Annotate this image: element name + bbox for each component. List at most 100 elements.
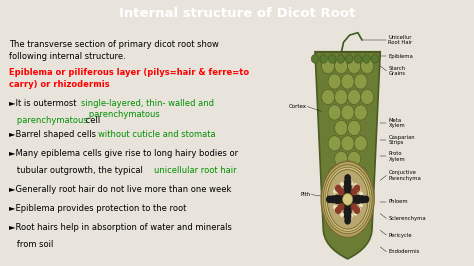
Circle shape [352,203,355,206]
Circle shape [328,198,341,213]
Circle shape [357,188,360,191]
Circle shape [328,55,336,63]
Circle shape [340,213,343,216]
Text: Cortex: Cortex [289,104,307,109]
Circle shape [347,59,361,74]
Circle shape [340,194,349,204]
Circle shape [339,196,342,200]
Circle shape [337,55,345,63]
Circle shape [354,136,367,151]
Circle shape [357,208,360,211]
Circle shape [341,74,354,89]
PathPatch shape [315,52,380,259]
Text: Internal structure of Dicot Root: Internal structure of Dicot Root [119,7,355,20]
Text: following internal structure.: following internal structure. [9,52,126,61]
Text: without cuticle and stomata: without cuticle and stomata [98,130,216,139]
Ellipse shape [323,165,372,234]
Circle shape [350,214,353,217]
Text: single-layered, thin- walled and
   parenchymatous: single-layered, thin- walled and parench… [82,99,214,119]
Circle shape [344,208,351,216]
Circle shape [344,198,352,208]
Circle shape [353,198,356,201]
Circle shape [337,210,339,213]
Circle shape [346,206,348,209]
Circle shape [343,190,346,193]
Circle shape [328,167,341,182]
Circle shape [354,105,367,120]
Text: ►It is outermost: ►It is outermost [9,99,79,108]
Circle shape [335,213,347,228]
Circle shape [341,192,344,195]
Ellipse shape [321,161,374,238]
Circle shape [346,194,355,204]
Circle shape [341,136,354,151]
Circle shape [345,214,348,218]
Circle shape [351,204,357,210]
Text: ►Epiblema provides protection to the root: ►Epiblema provides protection to the roo… [9,204,186,213]
Circle shape [347,151,361,167]
Text: ►Generally root hair do not live more than one week: ►Generally root hair do not live more th… [9,185,231,194]
Circle shape [346,189,348,193]
Circle shape [348,190,351,193]
Circle shape [332,200,335,204]
Text: Epiblema: Epiblema [388,54,413,59]
Text: Pericycle: Pericycle [388,232,412,238]
Circle shape [354,55,362,63]
Circle shape [328,74,341,89]
Circle shape [351,189,357,195]
Circle shape [352,193,355,196]
Circle shape [341,204,344,207]
Circle shape [339,199,342,202]
Circle shape [338,189,344,195]
Circle shape [364,196,369,202]
Circle shape [335,89,347,105]
Circle shape [350,191,353,194]
Circle shape [347,182,361,197]
Circle shape [354,74,367,89]
Circle shape [355,185,360,192]
Text: tubular outgrowth, the typical: tubular outgrowth, the typical [9,166,146,175]
Text: ►Root hairs help in absorption of water and minerals: ►Root hairs help in absorption of water … [9,223,232,232]
Text: Meta
Xylem: Meta Xylem [388,118,405,128]
Circle shape [311,55,319,63]
Circle shape [320,55,327,63]
Circle shape [330,196,336,203]
Circle shape [340,182,343,186]
Circle shape [344,183,351,191]
Circle shape [341,105,354,120]
Circle shape [347,89,361,105]
Circle shape [328,136,341,151]
Circle shape [341,167,354,182]
Circle shape [350,181,353,185]
Circle shape [341,198,354,213]
Circle shape [343,193,353,205]
Ellipse shape [325,167,370,231]
Circle shape [371,55,379,63]
Circle shape [334,195,340,203]
Ellipse shape [327,170,368,229]
Circle shape [345,218,350,224]
Circle shape [359,196,365,203]
Circle shape [351,195,358,204]
Text: Conjuctive
Parenchyma: Conjuctive Parenchyma [388,170,421,181]
Circle shape [321,89,335,105]
Circle shape [335,59,347,74]
Circle shape [355,195,362,203]
Circle shape [340,194,343,197]
Circle shape [355,207,360,213]
Text: Unicellur
Root Hair: Unicellur Root Hair [388,35,413,45]
Circle shape [360,198,364,201]
Text: Proto
Xylem: Proto Xylem [388,151,405,162]
Text: cell: cell [83,116,100,125]
Text: Casparian
Strips: Casparian Strips [388,135,415,145]
Circle shape [335,182,347,197]
Circle shape [335,120,347,136]
Text: Starch
Grains: Starch Grains [388,66,406,76]
Circle shape [335,151,347,167]
Circle shape [343,205,346,209]
Circle shape [354,167,367,182]
Circle shape [344,187,351,196]
Circle shape [353,198,356,201]
Circle shape [337,195,345,204]
Circle shape [332,195,335,198]
